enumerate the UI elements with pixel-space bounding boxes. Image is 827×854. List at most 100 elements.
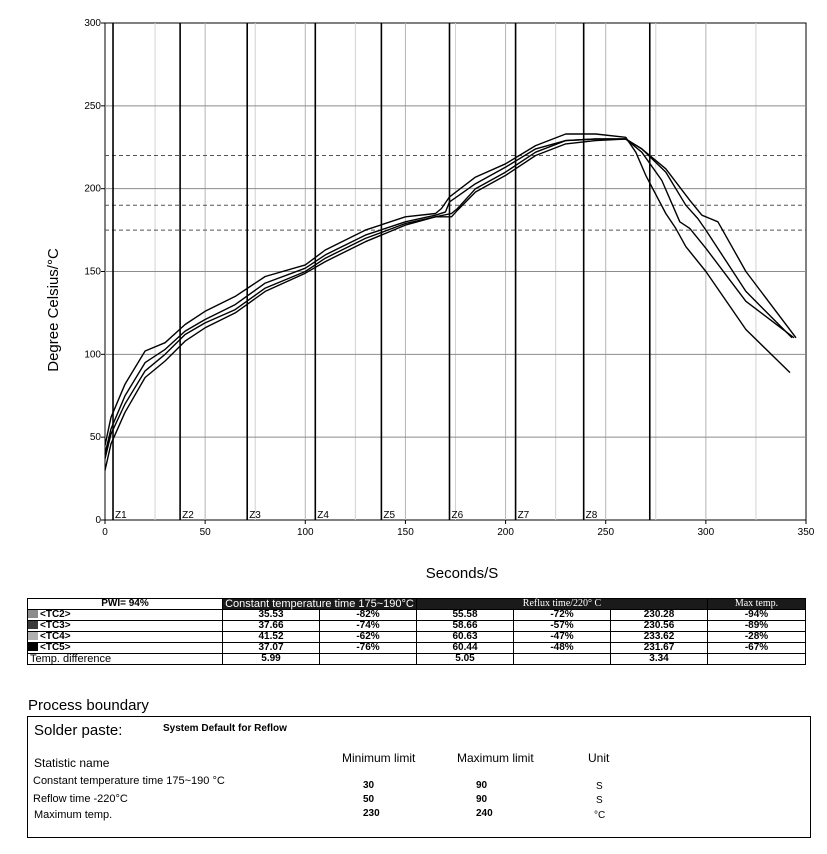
x-tick-label: 200 bbox=[497, 527, 514, 538]
cell: -28% bbox=[707, 631, 806, 643]
cell: -82% bbox=[319, 609, 417, 621]
cell: -57% bbox=[513, 620, 611, 632]
zone-label: Z1 bbox=[115, 510, 127, 521]
row-label: <TC4> bbox=[27, 631, 223, 643]
y-tick-label: 300 bbox=[84, 18, 101, 29]
boundary-row-min: 230 bbox=[363, 808, 380, 819]
x-axis-label: Seconds/S bbox=[426, 565, 499, 582]
statistics-table: PWI= 94% Constant temperature time 175~1… bbox=[27, 598, 806, 665]
cell: -72% bbox=[513, 609, 611, 621]
boundary-row-max: 90 bbox=[476, 794, 488, 805]
zone-label: Z2 bbox=[182, 510, 194, 521]
cell: 231.67 bbox=[610, 642, 708, 654]
cell: -94% bbox=[707, 609, 806, 621]
col-unit: Unit bbox=[588, 751, 610, 765]
x-axis-ticks: 0 50 100 150 200 250 300 350 bbox=[102, 520, 815, 538]
cell: 37.07 bbox=[222, 642, 320, 654]
x-tick-label: 250 bbox=[597, 527, 614, 538]
boundary-row-name: Reflow time -220°C bbox=[33, 793, 128, 805]
y-tick-label: 150 bbox=[84, 267, 101, 278]
table-row: <TC5> 37.07 -76% 60.44 -48% 231.67 -67% bbox=[27, 642, 806, 654]
reference-lines bbox=[105, 155, 806, 231]
boundary-row-min: 50 bbox=[363, 794, 375, 805]
cell: 230.56 bbox=[610, 620, 708, 632]
table-row: <TC2> 35.53 -82% 55.58 -72% 230.28 -94% bbox=[27, 609, 806, 621]
y-axis-label: Degree Celsius/°C bbox=[45, 248, 62, 372]
cell: -48% bbox=[513, 642, 611, 654]
series-swatch bbox=[28, 632, 38, 641]
cell: -47% bbox=[513, 631, 611, 643]
zone-label: Z3 bbox=[249, 510, 261, 521]
x-tick-label: 0 bbox=[102, 527, 108, 538]
y-tick-label: 200 bbox=[84, 184, 101, 195]
series-name: <TC2> bbox=[40, 609, 71, 620]
cell: -76% bbox=[319, 642, 417, 654]
col-statistic-name: Statistic name bbox=[34, 756, 110, 770]
series-name: <TC5> bbox=[40, 642, 71, 653]
cell: -89% bbox=[707, 620, 806, 632]
series-line-tc5 bbox=[104, 138, 797, 471]
zone-label: Z7 bbox=[518, 510, 530, 521]
series-swatch bbox=[28, 621, 38, 630]
cell: 35.53 bbox=[222, 609, 320, 621]
row-label: <TC2> bbox=[27, 609, 223, 621]
solder-paste-label: Solder paste: bbox=[34, 722, 123, 739]
series-lines bbox=[104, 133, 797, 471]
zone-label: Z6 bbox=[451, 510, 463, 521]
cell: -74% bbox=[319, 620, 417, 632]
cell bbox=[707, 653, 806, 665]
boundary-row-name: Constant temperature time 175~190 °C bbox=[33, 775, 225, 787]
row-label: <TC3> bbox=[27, 620, 223, 632]
series-name: <TC3> bbox=[40, 620, 71, 631]
cell bbox=[513, 653, 611, 665]
x-tick-label: 100 bbox=[297, 527, 314, 538]
header-reflux-time: Reflux time/220° C bbox=[416, 598, 708, 610]
header-max-temp: Max temp. bbox=[707, 598, 806, 610]
pwi-value: PWI= 94% bbox=[27, 598, 223, 610]
cell: -62% bbox=[319, 631, 417, 643]
reflow-profile-chart: Z1 Z2 Z3 Z4 Z5 Z6 Z7 Z8 0 50 100 150 200 250 300 350 0… bbox=[45, 18, 815, 582]
cell: 233.62 bbox=[610, 631, 708, 643]
x-tick-label: 50 bbox=[200, 527, 212, 538]
cell: 41.52 bbox=[222, 631, 320, 643]
boundary-row-min: 30 bbox=[363, 780, 375, 791]
boundary-row-unit: °C bbox=[594, 810, 606, 821]
header-constant-temp: Constant temperature time 175~190°C bbox=[222, 598, 417, 610]
zone-label: Z5 bbox=[383, 510, 395, 521]
row-label: Temp. difference bbox=[27, 653, 223, 665]
process-boundary-title: Process boundary bbox=[28, 697, 149, 714]
series-swatch bbox=[28, 610, 38, 619]
col-maximum-limit: Maximum limit bbox=[457, 751, 534, 765]
cell: 230.28 bbox=[610, 609, 708, 621]
cell: 60.63 bbox=[416, 631, 514, 643]
y-tick-label: 50 bbox=[90, 432, 102, 443]
series-line-tc3 bbox=[104, 138, 793, 459]
zone-label: Z8 bbox=[586, 510, 598, 521]
table-row: <TC4> 41.52 -62% 60.63 -47% 233.62 -28% bbox=[27, 631, 806, 643]
solder-paste-value: System Default for Reflow bbox=[163, 723, 287, 734]
y-tick-label: 0 bbox=[95, 515, 101, 526]
zone-lines: Z1 Z2 Z3 Z4 Z5 Z6 Z7 Z8 bbox=[112, 23, 651, 521]
cell: 5.05 bbox=[416, 653, 514, 665]
table-header: PWI= 94% Constant temperature time 175~1… bbox=[27, 598, 806, 610]
zone-label: Z4 bbox=[317, 510, 329, 521]
cell: 55.58 bbox=[416, 609, 514, 621]
col-minimum-limit: Minimum limit bbox=[342, 751, 416, 765]
cell: -67% bbox=[707, 642, 806, 654]
boundary-row-unit: S bbox=[596, 781, 603, 792]
x-tick-label: 350 bbox=[798, 527, 815, 538]
boundary-row-max: 90 bbox=[476, 780, 488, 791]
boundary-row-max: 240 bbox=[476, 808, 493, 819]
cell: 60.44 bbox=[416, 642, 514, 654]
process-boundary-box: Solder paste: System Default for Reflow … bbox=[27, 716, 811, 838]
cell bbox=[319, 653, 417, 665]
boundary-row-unit: S bbox=[596, 795, 603, 806]
boundary-row-name: Maximum temp. bbox=[34, 809, 113, 821]
series-swatch bbox=[28, 643, 38, 652]
row-label: <TC5> bbox=[27, 642, 223, 654]
grid bbox=[105, 23, 806, 520]
y-tick-label: 100 bbox=[84, 349, 101, 360]
series-name: <TC4> bbox=[40, 631, 71, 642]
series-line-tc4 bbox=[104, 133, 791, 446]
cell: 37.66 bbox=[222, 620, 320, 632]
